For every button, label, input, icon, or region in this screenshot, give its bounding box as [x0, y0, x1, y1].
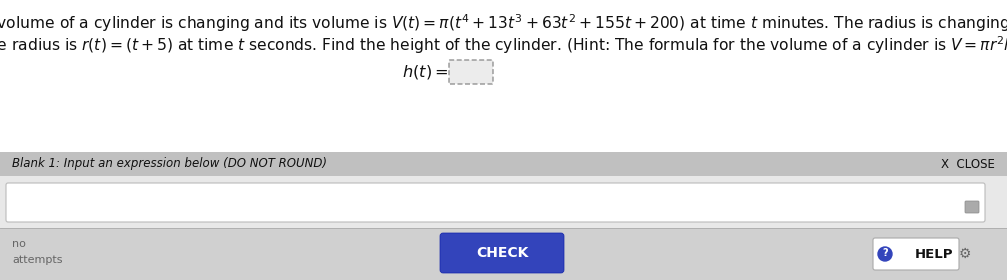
Text: ?: ? [882, 249, 888, 258]
Text: the radius is $r(t) = (t+5)$ at time $t$ seconds. Find the height of the cylinde: the radius is $r(t) = (t+5)$ at time $t$… [0, 34, 1007, 56]
FancyBboxPatch shape [965, 201, 979, 213]
FancyBboxPatch shape [440, 233, 564, 273]
Bar [0, 228, 1007, 280]
Text: X  CLOSE: X CLOSE [942, 157, 995, 171]
Text: $h(t) =$: $h(t) =$ [402, 63, 448, 81]
Text: The volume of a cylinder is changing and its volume is $V(t) = \pi(t^4 + 13t^3 +: The volume of a cylinder is changing and… [0, 12, 1007, 34]
Text: HELP: HELP [915, 248, 954, 260]
Bar [0, 176, 1007, 228]
Bar [0, 152, 1007, 176]
Text: no: no [12, 239, 26, 249]
Bar [0, 0, 1007, 155]
Text: attempts: attempts [12, 255, 62, 265]
Circle shape [878, 247, 892, 261]
Text: Blank 1: Input an expression below (DO NOT ROUND): Blank 1: Input an expression below (DO N… [12, 157, 327, 171]
Text: CHECK: CHECK [476, 246, 529, 260]
FancyBboxPatch shape [6, 183, 985, 222]
FancyBboxPatch shape [873, 238, 959, 270]
FancyBboxPatch shape [449, 60, 493, 84]
Text: ⚙: ⚙ [959, 247, 971, 261]
